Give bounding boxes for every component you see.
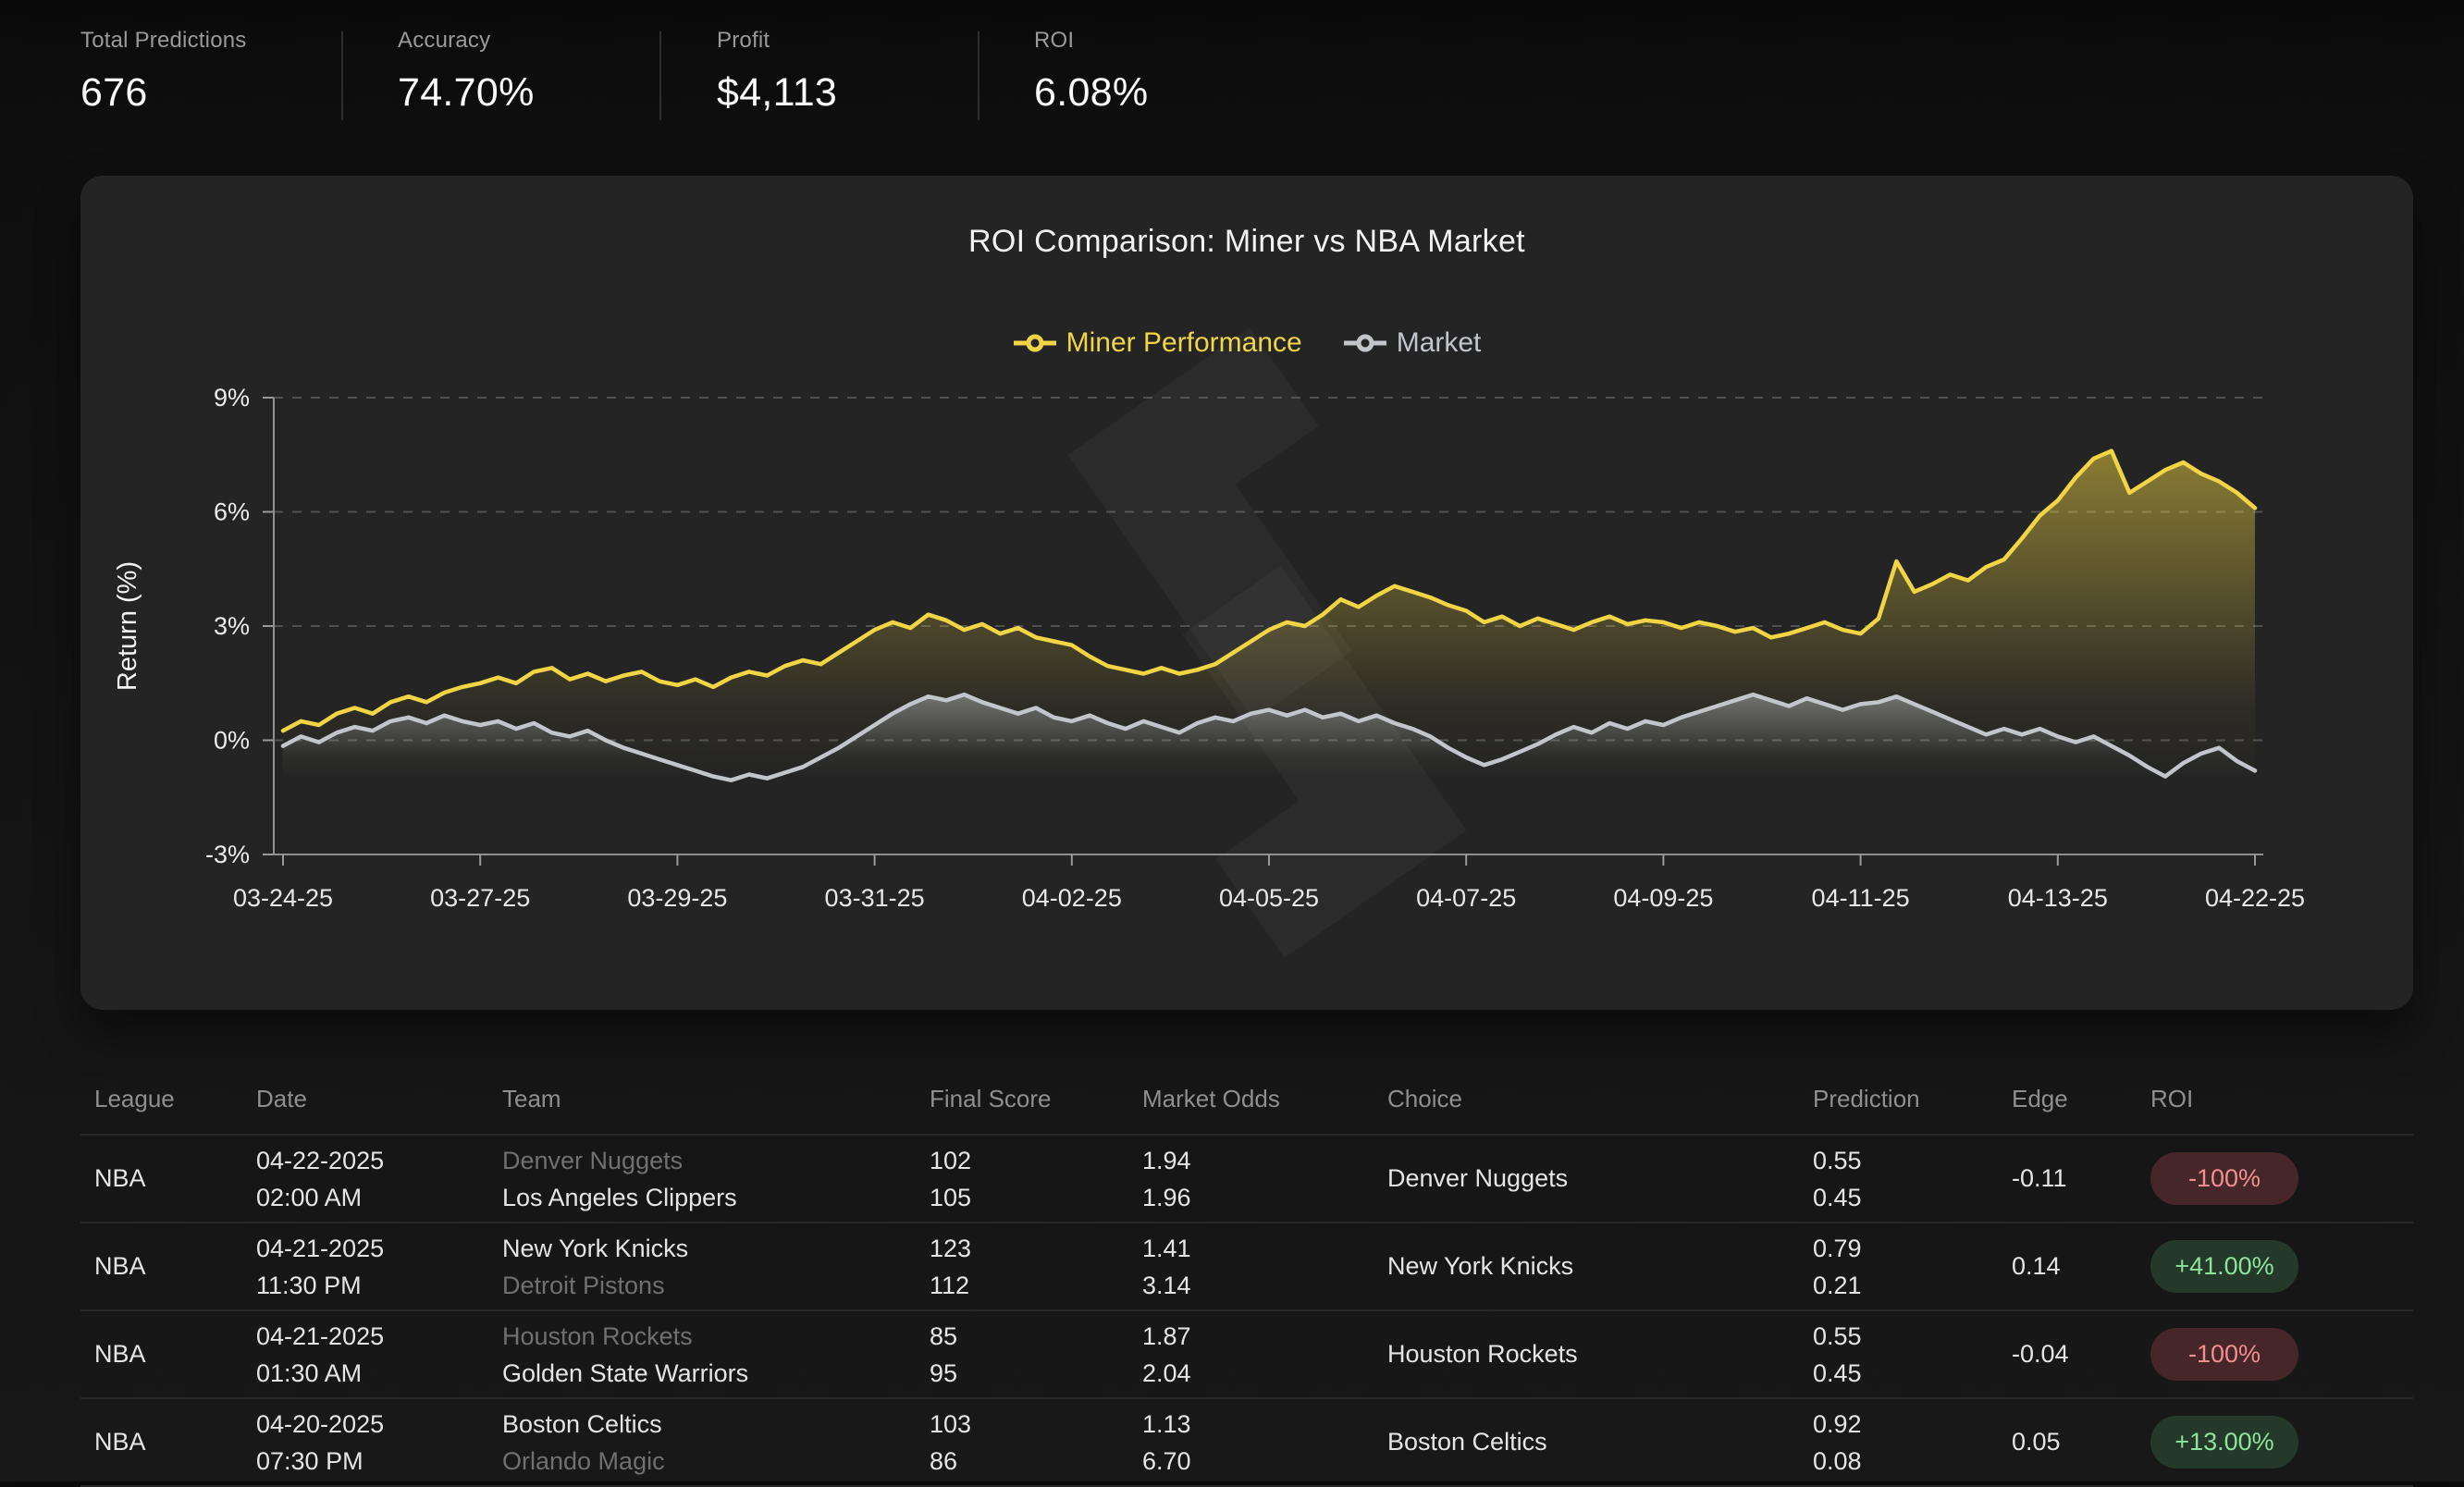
- cell-prediction: 0.55 0.45: [1813, 1321, 1862, 1387]
- column-header-choice: Choice: [1387, 1084, 1462, 1112]
- table-row[interactable]: NBA 04-21-2025 11:30 PM New York Knicks De…: [80, 1223, 2413, 1311]
- stat-value: 676: [80, 70, 148, 115]
- cell-market-odds: 1.87 2.04: [1142, 1321, 1191, 1387]
- stat-roi: ROI 6.08%: [1034, 28, 1148, 116]
- stat-label: Profit: [717, 28, 770, 53]
- cell-roi: -100%: [2150, 1152, 2413, 1205]
- cell-league: NBA: [94, 1164, 146, 1192]
- cell-team: New York Knicks Detroit Pistons: [502, 1234, 689, 1299]
- legend-line-marker-icon: [1343, 334, 1386, 352]
- cell-league: NBA: [94, 1252, 146, 1280]
- stat-label: Accuracy: [398, 28, 491, 53]
- divider: [341, 31, 343, 120]
- roi-line-chart: 9% 6% 3% 0% -3% 03-24-25 03-27-25 03-29-25 03-31…: [113, 384, 2305, 912]
- svg-text:04-22-25: 04-22-25: [2205, 884, 2305, 912]
- svg-text:0%: 0%: [214, 727, 250, 755]
- cell-team: Boston Celtics Orlando Magic: [502, 1409, 665, 1475]
- svg-text:03-31-25: 03-31-25: [825, 884, 925, 912]
- legend-item-miner[interactable]: Miner Performance: [1013, 327, 1302, 359]
- legend-label: Miner Performance: [1066, 327, 1302, 358]
- cell-roi: +13.00%: [2150, 1416, 2413, 1469]
- stat-label: Total Predictions: [80, 28, 247, 53]
- column-header-market-odds: Market Odds: [1142, 1084, 1280, 1112]
- legend-label: Market: [1396, 327, 1482, 358]
- svg-text:6%: 6%: [214, 498, 250, 526]
- cell-team: Houston Rockets Golden State Warriors: [502, 1321, 749, 1387]
- cell-choice: Houston Rockets: [1387, 1340, 1578, 1368]
- stats-bar: Total Predictions 676 Accuracy 74.70% Pr…: [0, 0, 2464, 148]
- stat-value: 74.70%: [398, 70, 535, 115]
- svg-text:03-27-25: 03-27-25: [430, 884, 530, 912]
- cell-choice: Denver Nuggets: [1387, 1164, 1569, 1192]
- cell-edge: 0.14: [2012, 1252, 2061, 1280]
- cell-team: Denver Nuggets Los Angeles Clippers: [502, 1146, 737, 1211]
- cell-final-score: 103 86: [930, 1409, 972, 1475]
- stat-value: 6.08%: [1034, 70, 1149, 115]
- svg-text:9%: 9%: [214, 384, 250, 412]
- chart-legend: Miner Performance Market: [80, 327, 2413, 359]
- roi-badge: +13.00%: [2150, 1416, 2298, 1469]
- cell-prediction: 0.79 0.21: [1813, 1234, 1862, 1299]
- table-row[interactable]: NBA 04-20-2025 07:30 PM Boston Celtics Orl…: [80, 1399, 2413, 1487]
- cell-edge: -0.11: [2012, 1164, 2067, 1192]
- table-body: NBA 04-22-2025 02:00 AM Denver Nuggets Los…: [80, 1136, 2413, 1487]
- cell-edge: 0.05: [2012, 1428, 2061, 1456]
- cell-market-odds: 1.41 3.14: [1142, 1234, 1191, 1299]
- svg-text:3%: 3%: [214, 612, 250, 640]
- cell-final-score: 85 95: [930, 1321, 958, 1387]
- cell-date: 04-22-2025 02:00 AM: [256, 1146, 385, 1211]
- svg-text:03-24-25: 03-24-25: [233, 884, 333, 912]
- svg-text:04-13-25: 04-13-25: [2008, 884, 2108, 912]
- stat-profit: Profit $4,113: [717, 28, 837, 116]
- roi-chart-card: ROI Comparison: Miner vs NBA Market Mine…: [80, 176, 2413, 1010]
- cell-league: NBA: [94, 1428, 146, 1456]
- cell-date: 04-21-2025 11:30 PM: [256, 1234, 385, 1299]
- cell-market-odds: 1.94 1.96: [1142, 1146, 1191, 1211]
- cell-date: 04-21-2025 01:30 AM: [256, 1321, 385, 1387]
- cell-choice: Boston Celtics: [1387, 1428, 1547, 1456]
- svg-text:03-29-25: 03-29-25: [627, 884, 727, 912]
- cell-market-odds: 1.13 6.70: [1142, 1409, 1191, 1475]
- legend-line-marker-icon: [1013, 334, 1056, 352]
- column-header-league: League: [94, 1084, 175, 1112]
- stat-label: ROI: [1034, 28, 1075, 53]
- column-header-prediction: Prediction: [1813, 1084, 1920, 1112]
- stat-value: $4,113: [717, 70, 838, 115]
- cell-edge: -0.04: [2012, 1340, 2069, 1368]
- svg-text:04-09-25: 04-09-25: [1613, 884, 1713, 912]
- cell-roi: -100%: [2150, 1328, 2413, 1381]
- cell-prediction: 0.92 0.08: [1813, 1409, 1862, 1475]
- stat-total-predictions: Total Predictions 676: [80, 28, 247, 116]
- table-header-row: League Date Team Final Score Market Odds…: [80, 1063, 2413, 1136]
- svg-text:04-05-25: 04-05-25: [1219, 884, 1319, 912]
- divider: [978, 31, 979, 120]
- svg-text:04-02-25: 04-02-25: [1022, 884, 1122, 912]
- cell-prediction: 0.55 0.45: [1813, 1146, 1862, 1211]
- column-header-roi: ROI: [2150, 1084, 2194, 1112]
- cell-final-score: 123 112: [930, 1234, 972, 1299]
- svg-text:-3%: -3%: [205, 841, 250, 868]
- cell-date: 04-20-2025 07:30 PM: [256, 1409, 385, 1475]
- roi-badge: -100%: [2150, 1328, 2298, 1381]
- column-header-team: Team: [502, 1084, 561, 1112]
- roi-badge: -100%: [2150, 1152, 2298, 1205]
- legend-item-market[interactable]: Market: [1343, 327, 1482, 359]
- svg-text:04-11-25: 04-11-25: [1812, 884, 1910, 912]
- svg-text:04-07-25: 04-07-25: [1416, 884, 1516, 912]
- table-row[interactable]: NBA 04-21-2025 01:30 AM Houston Rockets Go…: [80, 1311, 2413, 1399]
- cell-final-score: 102 105: [930, 1146, 972, 1211]
- cell-roi: +41.00%: [2150, 1240, 2413, 1293]
- column-header-edge: Edge: [2012, 1084, 2068, 1112]
- cell-choice: New York Knicks: [1387, 1252, 1574, 1280]
- predictions-table: League Date Team Final Score Market Odds…: [80, 1063, 2413, 1487]
- stat-accuracy: Accuracy 74.70%: [398, 28, 535, 116]
- roi-badge: +41.00%: [2150, 1240, 2298, 1293]
- table-row[interactable]: NBA 04-22-2025 02:00 AM Denver Nuggets Los…: [80, 1136, 2413, 1223]
- svg-text:Return (%): Return (%): [113, 561, 142, 691]
- chart-title: ROI Comparison: Miner vs NBA Market: [968, 224, 1525, 259]
- cell-league: NBA: [94, 1340, 146, 1368]
- divider: [659, 31, 661, 120]
- column-header-date: Date: [256, 1084, 307, 1112]
- column-header-final-score: Final Score: [930, 1084, 1052, 1112]
